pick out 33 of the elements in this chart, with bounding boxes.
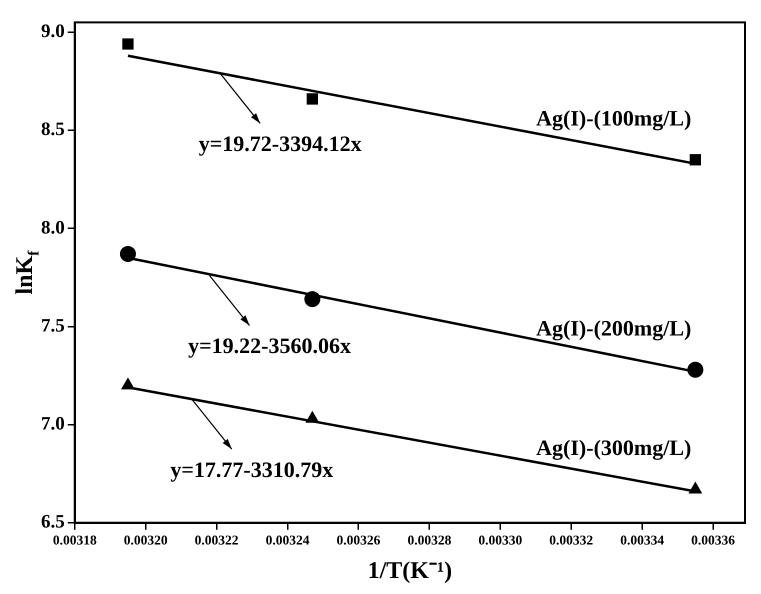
point bbox=[304, 291, 320, 308]
x-tick-label: 0.00334 bbox=[620, 532, 664, 548]
point bbox=[122, 38, 134, 50]
x-axis-title: 1/T(K⁻¹) bbox=[368, 558, 452, 584]
point bbox=[306, 93, 318, 105]
y-axis-title: lnKf bbox=[12, 250, 42, 295]
y-tick-label: 9.0 bbox=[41, 21, 65, 42]
series-label: Ag(I)-(300mg/L) bbox=[536, 435, 692, 460]
point bbox=[690, 154, 702, 166]
y-tick-label: 7.0 bbox=[41, 414, 65, 435]
x-tick-label: 0.00326 bbox=[336, 532, 381, 548]
y-tick-label: 7.5 bbox=[41, 315, 65, 336]
x-tick-label: 0.00336 bbox=[691, 532, 736, 548]
y-tick-label: 8.5 bbox=[41, 119, 65, 140]
point bbox=[121, 377, 135, 390]
x-tick-label: 0.00322 bbox=[194, 532, 239, 548]
annotation: y=19.72-3394.12x bbox=[198, 131, 362, 156]
y-tick-label: 8.0 bbox=[41, 217, 65, 238]
x-tick-label: 0.00320 bbox=[124, 532, 168, 548]
x-tick-label: 0.00324 bbox=[266, 532, 310, 548]
point bbox=[687, 362, 704, 378]
x-tick-label: 0.00318 bbox=[52, 532, 97, 548]
x-tick-label: 0.00330 bbox=[478, 532, 522, 548]
point bbox=[305, 410, 320, 423]
x-tick-label: 0.00328 bbox=[407, 532, 452, 548]
point bbox=[688, 481, 702, 494]
annotation: y=17.77-3310.79x bbox=[170, 456, 334, 482]
series-label: Ag(I)-(200mg/L) bbox=[536, 315, 692, 340]
series-label: Ag(I)-(100mg/L) bbox=[536, 105, 692, 130]
point bbox=[120, 246, 136, 262]
annotation: y=19.22-3560.06x bbox=[188, 333, 351, 358]
y-tick-label: 6.5 bbox=[41, 512, 65, 533]
x-tick-label: 0.00332 bbox=[549, 532, 594, 548]
